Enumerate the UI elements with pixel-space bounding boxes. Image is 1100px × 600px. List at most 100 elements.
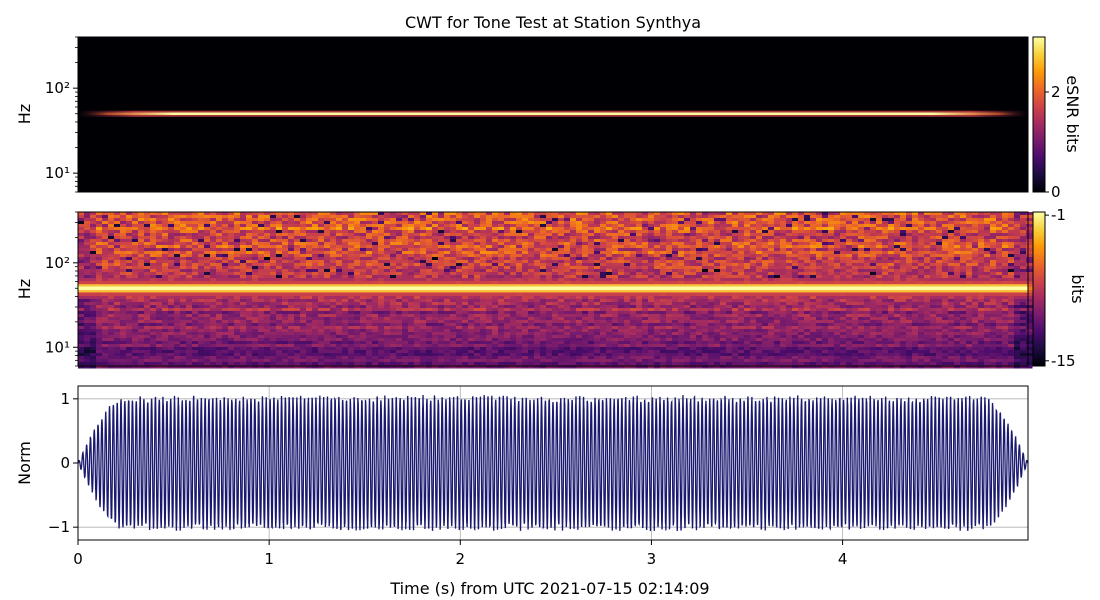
cwt-cell [714,296,721,300]
cwt-cell [330,269,337,273]
cwt-cell [198,254,205,258]
cwt-cell [606,281,613,285]
cwt-cell [216,224,223,228]
cwt-cell [474,275,481,279]
cwt-cell [804,302,811,306]
y-tick-label: 10² [45,79,70,97]
cwt-cell [318,248,325,252]
cwt-cell [948,263,955,267]
cwt-cell [792,215,799,219]
cwt-cell [528,230,535,234]
cwt-cell [852,275,859,279]
cwt-cell [1008,242,1015,246]
cwt-cell [804,236,811,240]
cwt-cell [396,275,403,279]
cwt-cell [552,266,559,270]
cwt-cell [522,215,529,219]
cwt-cell [762,227,769,231]
cwt-cell [516,242,523,246]
cwt-cell [630,233,637,237]
cwt-cell [918,212,925,216]
cwt-cell [378,224,385,228]
cwt-cell [714,218,721,222]
cwt-cell [630,212,637,216]
cwt-cell [558,275,565,279]
cwt-cell [990,251,997,255]
cwt-cell [228,257,235,261]
cwt-cell [288,239,295,243]
cwt-cell [300,269,307,273]
cwt-cell [120,245,127,249]
cwt-cell [378,257,385,261]
cwt-cell [960,269,967,273]
cwt-cell [168,242,175,246]
cwt-cell [504,221,511,225]
cwt-cell [726,278,733,282]
cwt-cell [468,224,475,228]
cwt-cell [1002,302,1009,306]
cwt-cell [960,218,967,222]
cwt-cell [414,296,421,300]
cwt-cell [264,278,271,282]
cwt-cell [234,212,241,216]
cwt-cell [822,212,829,216]
cwt-cell [228,233,235,237]
cwt-cell [204,293,211,297]
cwt-cell [120,218,127,222]
cwt-cell [732,224,739,228]
cwt-cell [312,236,319,240]
cwt-cell [894,239,901,243]
cwt-cell [984,272,991,276]
cwt-cell [120,254,127,258]
cwt-cell [744,212,751,216]
cwt-cell [150,245,157,249]
cwt-cell [732,230,739,234]
cwt-cell [720,263,727,267]
cwt-cell [228,281,235,285]
cwt-cell [942,299,949,303]
cwt-cell [732,296,739,300]
cwt-cell [408,245,415,249]
cwt-cell [240,236,247,240]
cwt-cell [198,242,205,246]
cwt-cell [750,233,757,237]
cwt-cell [798,263,805,267]
cwt-cell [360,254,367,258]
cwt-cell [966,236,973,240]
cwt-cell [822,281,829,285]
cwt-cell [180,269,187,273]
cwt-cell [384,215,391,219]
cwt-cell [366,236,373,240]
cwt-cell [186,278,193,282]
cwt-cell [90,293,97,297]
cwt-cell [264,242,271,246]
cwt-cell [900,263,907,267]
cwt-cell [126,275,133,279]
cwt-cell [756,272,763,276]
cwt-cell [828,257,835,261]
cwt-cell [900,272,907,276]
cwt-cell [456,236,463,240]
cwt-cell [348,251,355,255]
cwt-cell [168,212,175,216]
cwt-cell [102,215,109,219]
cwt-cell [1020,266,1027,270]
cwt-cell [474,248,481,252]
cwt-cell [366,233,373,237]
cwt-cell [762,263,769,267]
cwt-cell [414,227,421,231]
cwt-cell [330,212,337,216]
cwt-cell [468,299,475,303]
cwt-cell [588,227,595,231]
cwt-cell [780,242,787,246]
cwt-cell [906,272,913,276]
cwt-cell [1026,236,1033,240]
cwt-cell [666,275,673,279]
cwt-cell [510,272,517,276]
cwt-cell [1002,212,1009,216]
cwt-cell [390,263,397,267]
cwt-cell [234,245,241,249]
cwt-cell [1026,266,1033,270]
cwt-cell [918,248,925,252]
